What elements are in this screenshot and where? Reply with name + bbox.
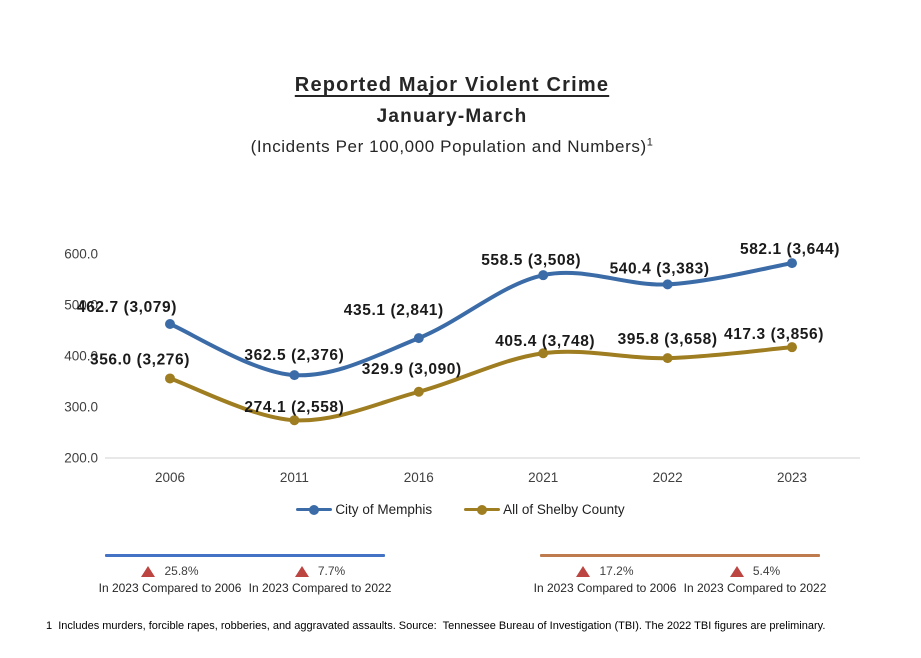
- series-line-shelby: [168, 345, 794, 423]
- data-point-label: 362.5 (2,376): [244, 347, 344, 364]
- footnote: 1 Includes murders, forcible rapes, robb…: [46, 620, 826, 632]
- memphis-change-vs-2022: 7.7% In 2023 Compared to 2022: [245, 564, 395, 595]
- data-point-marker: [662, 353, 673, 364]
- shelby-line-swatch-icon: [464, 504, 501, 515]
- data-point-label: 435.1 (2,841): [344, 302, 444, 319]
- shelby-change-summary: 17.2% In 2023 Compared to 2006 5.4% In 2…: [530, 554, 830, 595]
- legend-label-shelby-county: All of Shelby County: [503, 502, 625, 517]
- data-point-marker: [165, 373, 175, 384]
- shelby-change-vs-2022: 5.4% In 2023 Compared to 2022: [680, 564, 830, 595]
- chart-legend: City of Memphis All of Shelby County: [0, 502, 921, 517]
- data-point-label: 462.7 (3,079): [77, 299, 177, 316]
- data-point-marker: [413, 386, 424, 397]
- comparison-caption: In 2023 Compared to 2022: [248, 581, 392, 595]
- series-line-memphis: [168, 261, 794, 378]
- percent-change-value: 17.2%: [599, 564, 634, 578]
- memphis-line-swatch-icon: [296, 504, 333, 515]
- shelby-summary-divider-line: [540, 554, 820, 557]
- data-point-marker: [538, 348, 549, 359]
- data-point-label: 274.1 (2,558): [244, 399, 344, 416]
- y-axis-tick-label: 600.0: [64, 247, 98, 262]
- data-point-label: 417.3 (3,856): [724, 326, 824, 343]
- x-axis-tick-label: 2021: [528, 470, 558, 485]
- triangle-up-icon: [729, 565, 744, 577]
- legend-label-memphis: City of Memphis: [335, 502, 433, 517]
- memphis-change-vs-2006: 25.8% In 2023 Compared to 2006: [95, 564, 245, 595]
- memphis-summary-divider-line: [105, 554, 385, 557]
- units-text: (Incidents Per 100,000 Population and Nu…: [250, 137, 647, 156]
- y-axis-tick-label: 400.0: [64, 349, 98, 364]
- comparison-caption: In 2023 Compared to 2006: [533, 581, 677, 595]
- chart-title: Reported Major Violent Crime: [294, 74, 610, 96]
- y-axis-tick-label: 200.0: [64, 451, 98, 466]
- comparison-caption: In 2023 Compared to 2006: [98, 581, 242, 595]
- chart-subtitle: January-March: [376, 106, 528, 127]
- percent-change-value: 25.8%: [164, 564, 199, 578]
- footnote-reference-superscript: 1: [646, 136, 654, 149]
- data-point-marker: [538, 270, 549, 281]
- data-point-marker: [413, 333, 424, 344]
- percent-change-value: 5.4%: [752, 564, 781, 578]
- data-point-label: 582.1 (3,644): [740, 241, 840, 258]
- chart-header: Reported Major Violent Crime January-Mar…: [0, 74, 904, 157]
- memphis-change-summary: 25.8% In 2023 Compared to 2006 7.7% In 2…: [95, 554, 395, 595]
- data-point-marker: [289, 370, 300, 381]
- x-axis-tick-label: 2016: [404, 470, 434, 485]
- x-axis-tick-label: 2023: [777, 470, 807, 485]
- data-point-marker: [289, 415, 300, 426]
- data-point-marker: [787, 342, 797, 353]
- data-point-label: 405.4 (3,748): [495, 333, 595, 350]
- shelby-marker-dot-icon: [477, 504, 488, 515]
- triangle-up-icon: [294, 565, 309, 577]
- y-axis-tick-label: 300.0: [64, 400, 98, 415]
- data-point-label: 558.5 (3,508): [481, 252, 581, 269]
- memphis-marker-dot-icon: [309, 504, 320, 515]
- legend-item-shelby-county: All of Shelby County: [464, 502, 625, 517]
- y-axis-tick-label: 500.0: [64, 298, 98, 313]
- triangle-up-icon: [576, 565, 591, 577]
- data-point-marker: [165, 319, 175, 330]
- legend-item-memphis: City of Memphis: [296, 502, 432, 517]
- data-point-label: 329.9 (3,090): [362, 361, 462, 378]
- data-point-marker: [787, 258, 797, 269]
- chart-units-line: (Incidents Per 100,000 Population and Nu…: [0, 137, 904, 157]
- shelby-change-vs-2006: 17.2% In 2023 Compared to 2006: [530, 564, 680, 595]
- comparison-caption: In 2023 Compared to 2022: [683, 581, 827, 595]
- triangle-up-icon: [141, 565, 156, 577]
- x-axis-tick-label: 2006: [155, 470, 185, 485]
- data-point-marker: [662, 279, 673, 290]
- x-axis-tick-label: 2022: [653, 470, 683, 485]
- percent-change-value: 7.7%: [317, 564, 346, 578]
- data-point-label: 356.0 (3,276): [90, 351, 190, 368]
- data-point-label: 540.4 (3,383): [610, 260, 710, 277]
- data-point-label: 395.8 (3,658): [618, 331, 718, 348]
- x-axis-tick-label: 2011: [280, 470, 309, 485]
